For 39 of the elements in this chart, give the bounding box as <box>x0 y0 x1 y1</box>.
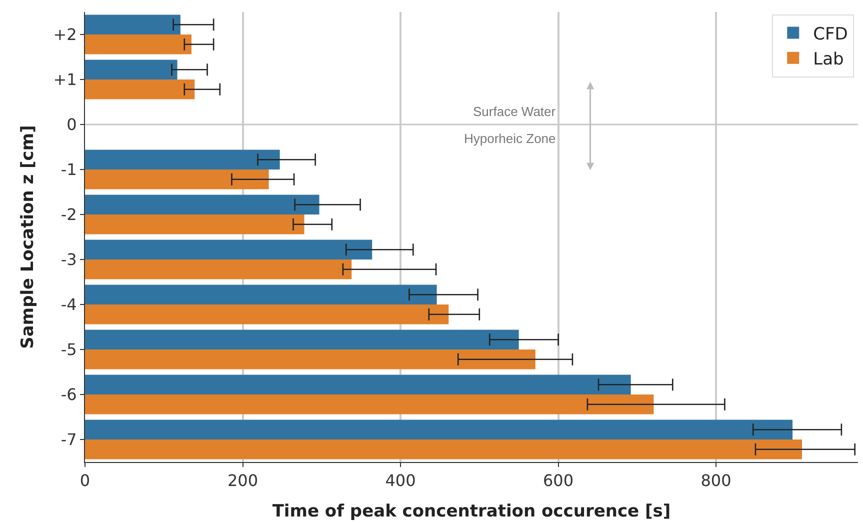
bar <box>85 260 352 280</box>
bar <box>85 304 449 324</box>
bar <box>85 194 320 214</box>
bar <box>85 34 192 54</box>
bar <box>85 170 269 190</box>
bar <box>85 374 631 394</box>
bar <box>85 240 372 260</box>
bar <box>85 330 519 350</box>
x-tick-label: 0 <box>80 471 90 490</box>
bar <box>85 350 536 370</box>
bar <box>85 420 793 440</box>
bar <box>85 60 178 80</box>
y-tick-label: +2 <box>53 25 77 44</box>
bar <box>85 80 195 100</box>
y-tick-label: -6 <box>60 385 77 404</box>
legend-label: CFD <box>813 24 848 44</box>
y-tick-label: -5 <box>60 340 77 360</box>
bar <box>85 214 304 234</box>
bar <box>85 440 802 460</box>
x-tick-label: 200 <box>227 471 258 490</box>
bar <box>85 394 654 414</box>
annotation: Surface Water <box>473 104 556 119</box>
bar <box>85 150 280 170</box>
x-tick-label: 400 <box>385 471 416 490</box>
x-axis-title: Time of peak concentration occurence [s] <box>272 502 671 522</box>
legend-label: Lab <box>813 50 844 70</box>
y-tick-label: -4 <box>60 295 77 314</box>
y-axis-title: Sample Location z [cm] <box>18 125 38 349</box>
bar <box>85 284 437 304</box>
y-tick-label: -2 <box>60 205 77 224</box>
x-tick-label: 600 <box>542 471 574 490</box>
y-tick-label: -3 <box>60 250 77 270</box>
y-tick-label: -1 <box>60 160 77 180</box>
x-tick-label: 800 <box>700 471 732 490</box>
y-tick-label: -7 <box>60 430 77 450</box>
y-tick-label: 0 <box>66 115 77 134</box>
y-tick-label: +1 <box>53 70 77 90</box>
annotation: Hyporheic Zone <box>464 131 556 146</box>
bar <box>85 14 180 34</box>
